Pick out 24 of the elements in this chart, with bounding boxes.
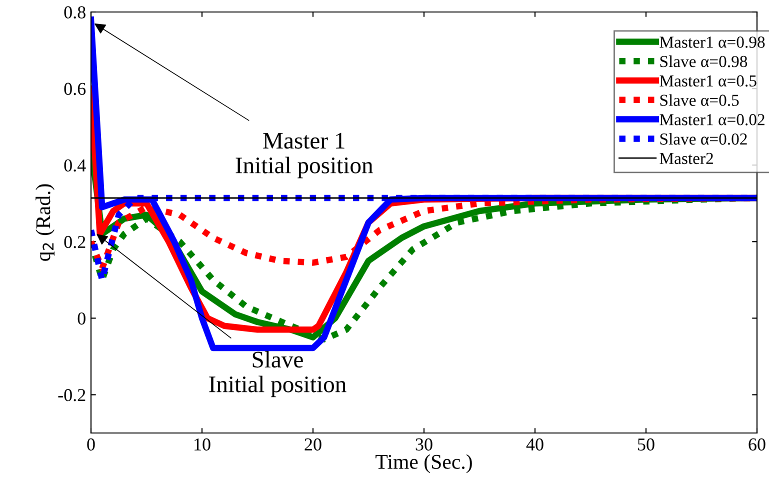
legend-label: Master1 α=0.98 xyxy=(660,36,765,48)
x-axis-title: Time (Sec.) xyxy=(376,454,472,474)
x-tick-label: 0 xyxy=(87,438,95,451)
annotation: Master 1 Initial position xyxy=(236,132,373,178)
x-tick-label: 30 xyxy=(416,438,432,451)
legend-label: Master1 α=0.02 xyxy=(660,114,764,126)
x-tick-label: 40 xyxy=(526,438,544,451)
legend-label: Master1 α=0.5 xyxy=(660,75,756,87)
legend-label: Slave α=0.5 xyxy=(660,94,739,106)
y-tick-label: 0 xyxy=(78,312,86,325)
y-tick-label: 0.4 xyxy=(64,159,86,172)
y-tick-label: 0.2 xyxy=(64,236,86,248)
legend-label: Slave α=0.02 xyxy=(660,132,747,145)
legend-label: Slave α=0.98 xyxy=(660,55,748,68)
x-tick-label: 60 xyxy=(748,438,766,451)
x-tick-label: 50 xyxy=(638,438,654,451)
annotation: Slave Initial position xyxy=(209,351,346,398)
y-tick-label: -0.2 xyxy=(58,388,86,402)
y-tick-label: 0.6 xyxy=(64,82,86,96)
x-tick-label: 10 xyxy=(194,438,210,451)
legend-label: Master2 xyxy=(660,152,713,164)
y-axis-title: q$_{2}$ (Rad.) xyxy=(36,184,55,261)
y-tick-label: 0.8 xyxy=(64,6,86,19)
x-tick-label: 20 xyxy=(304,438,322,451)
